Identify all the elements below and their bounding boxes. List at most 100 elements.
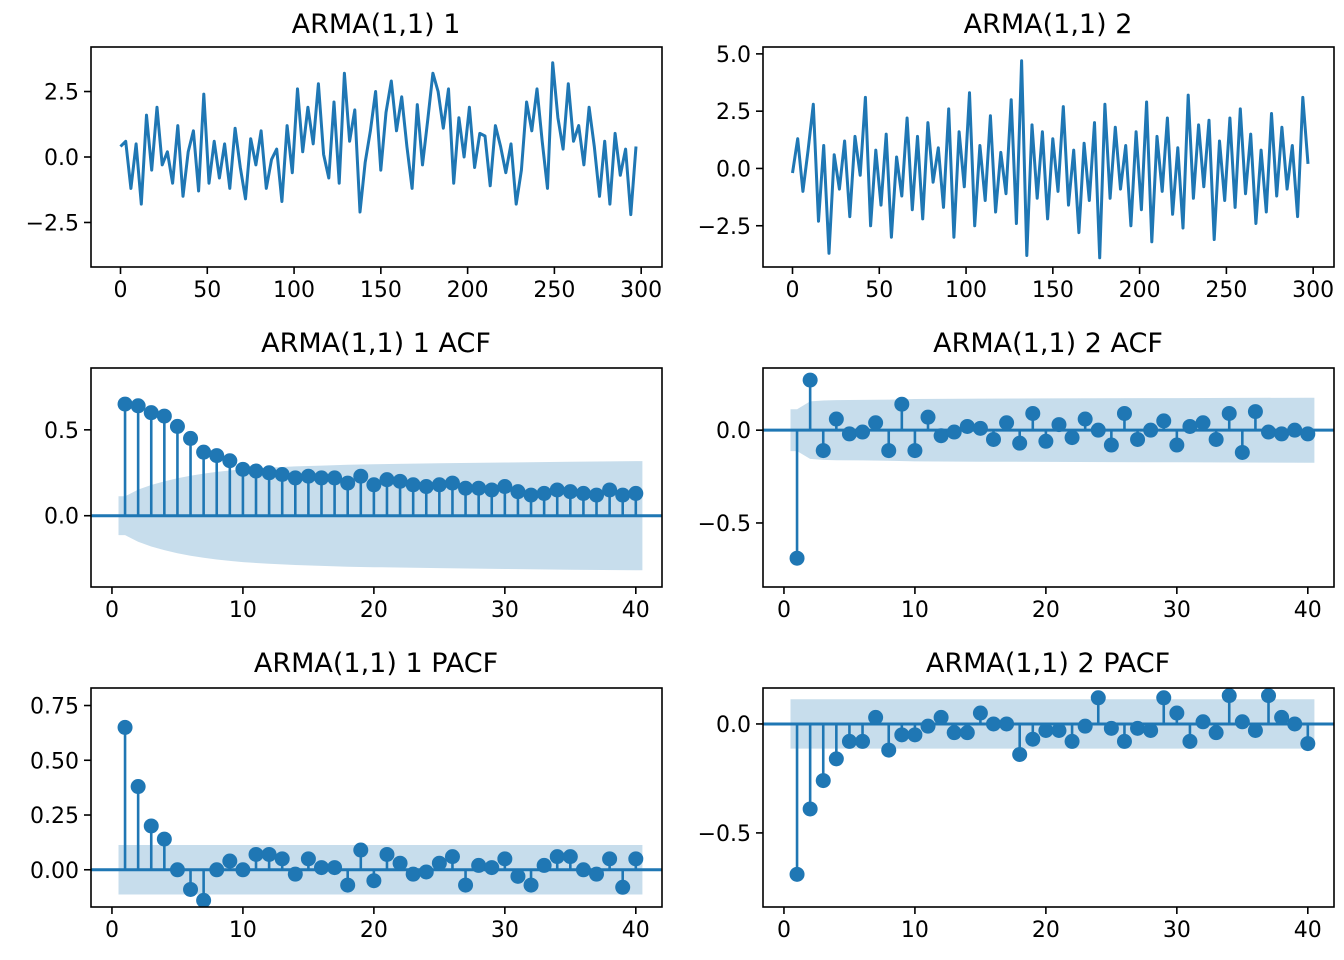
y-tick-label: −2.5 bbox=[698, 215, 751, 240]
stem-marker bbox=[999, 716, 1015, 732]
panel-arma-2-series: ARMA(1,1) 2 0 50 100 150 200 250 300 −2.5 0.0 2.5… bbox=[698, 9, 1335, 303]
stem-marker bbox=[589, 487, 605, 503]
stem-marker bbox=[392, 473, 408, 489]
y-tick-label: 0.0 bbox=[44, 146, 79, 171]
stem-marker bbox=[313, 860, 329, 876]
x-tick-label: 250 bbox=[1205, 278, 1247, 303]
panel-title: ARMA(1,1) 2 ACF bbox=[933, 328, 1163, 359]
stem-marker bbox=[828, 411, 844, 427]
x-tick-label: 30 bbox=[491, 598, 519, 623]
y-tick-label: 0.25 bbox=[30, 804, 79, 829]
stem-marker bbox=[1064, 733, 1080, 749]
stem-marker bbox=[602, 482, 618, 498]
y-tick-label: 5.0 bbox=[716, 43, 751, 68]
stem-marker bbox=[907, 727, 923, 743]
stem-marker bbox=[894, 727, 910, 743]
stem-marker bbox=[1287, 422, 1303, 438]
x-tick-label: 30 bbox=[491, 918, 519, 943]
stem-marker bbox=[1208, 431, 1224, 447]
stem-marker bbox=[405, 866, 421, 882]
stem-marker bbox=[1143, 722, 1159, 738]
stem-marker bbox=[366, 873, 382, 889]
stem-marker bbox=[881, 742, 897, 758]
stem-marker bbox=[1143, 422, 1159, 438]
stem-marker bbox=[1300, 736, 1316, 752]
stem-marker bbox=[418, 479, 434, 495]
stem-marker bbox=[549, 849, 565, 865]
x-tick-label: 20 bbox=[360, 918, 388, 943]
stem-marker bbox=[1077, 411, 1093, 427]
stem-marker bbox=[444, 849, 460, 865]
panel-title: ARMA(1,1) 1 ACF bbox=[261, 328, 491, 359]
stem-marker bbox=[1156, 690, 1172, 706]
stem-marker bbox=[985, 431, 1001, 447]
stem-marker bbox=[1287, 716, 1303, 732]
stem-marker bbox=[497, 479, 513, 495]
stem-marker bbox=[920, 718, 936, 734]
stem-marker bbox=[828, 751, 844, 767]
panel-arma-2-acf: ARMA(1,1) 2 ACF 0 10 20 30 40 −0.5 0.0 bbox=[698, 328, 1335, 623]
stem-marker bbox=[1156, 413, 1172, 429]
x-tick-label: 50 bbox=[193, 278, 221, 303]
stem-marker bbox=[274, 466, 290, 482]
stem-marker bbox=[1195, 714, 1211, 730]
stem-marker bbox=[1116, 405, 1132, 421]
stem-marker bbox=[130, 779, 146, 795]
x-tick-label: 10 bbox=[901, 918, 929, 943]
x-tick-label: 40 bbox=[1294, 918, 1322, 943]
stem-marker bbox=[920, 409, 936, 425]
stem-marker bbox=[183, 430, 199, 446]
stem-marker bbox=[418, 864, 434, 880]
stem-marker bbox=[353, 468, 369, 484]
x-tick-label: 20 bbox=[360, 598, 388, 623]
stem-marker bbox=[340, 877, 356, 893]
stem-marker bbox=[1208, 725, 1224, 741]
stem-marker bbox=[143, 405, 159, 421]
stem-marker bbox=[523, 877, 539, 893]
y-tick-label: −2.5 bbox=[26, 211, 79, 236]
stem-marker bbox=[405, 477, 421, 493]
panel-arma-1-pacf: ARMA(1,1) 1 PACF 0 10 20 30 40 0.00 0.25 0.50 0.… bbox=[30, 648, 663, 943]
x-tick-label: 200 bbox=[1119, 278, 1161, 303]
stem-marker bbox=[536, 485, 552, 501]
stem-marker bbox=[562, 484, 578, 500]
stem-marker bbox=[1169, 437, 1185, 453]
stem-marker bbox=[235, 461, 251, 477]
stem-marker bbox=[615, 879, 631, 895]
stem-marker bbox=[1090, 422, 1106, 438]
plot-area bbox=[91, 719, 662, 907]
stem-marker bbox=[366, 477, 382, 493]
stem-marker bbox=[287, 866, 303, 882]
stem-marker bbox=[933, 428, 949, 444]
stem-marker bbox=[972, 420, 988, 436]
stem-marker bbox=[1182, 418, 1198, 434]
stem-marker bbox=[143, 818, 159, 834]
x-tick-label: 30 bbox=[1163, 598, 1191, 623]
stem-marker bbox=[802, 372, 818, 388]
x-tick-label: 40 bbox=[1294, 598, 1322, 623]
stem-marker bbox=[1103, 437, 1119, 453]
y-tick-label: 0.0 bbox=[716, 157, 751, 182]
x-tick-label: 0 bbox=[777, 918, 791, 943]
stem-marker bbox=[1300, 426, 1316, 442]
stem-marker bbox=[300, 468, 316, 484]
stem-marker bbox=[1169, 705, 1185, 721]
stem-marker bbox=[261, 846, 277, 862]
stem-marker bbox=[471, 480, 487, 496]
stem-marker bbox=[1051, 417, 1067, 433]
stem-marker bbox=[999, 415, 1015, 431]
stem-marker bbox=[1195, 415, 1211, 431]
stem-marker bbox=[379, 472, 395, 488]
stem-marker bbox=[458, 480, 474, 496]
x-tick-label: 50 bbox=[865, 278, 893, 303]
y-tick-label: 0.0 bbox=[44, 505, 79, 530]
plot-area bbox=[119, 61, 638, 217]
stem-marker bbox=[222, 853, 238, 869]
stem-marker bbox=[602, 851, 618, 867]
stem-marker bbox=[274, 851, 290, 867]
stem-marker bbox=[1130, 431, 1146, 447]
stem-marker bbox=[484, 860, 500, 876]
stem-marker bbox=[628, 485, 644, 501]
y-tick-label: 0.0 bbox=[716, 419, 751, 444]
